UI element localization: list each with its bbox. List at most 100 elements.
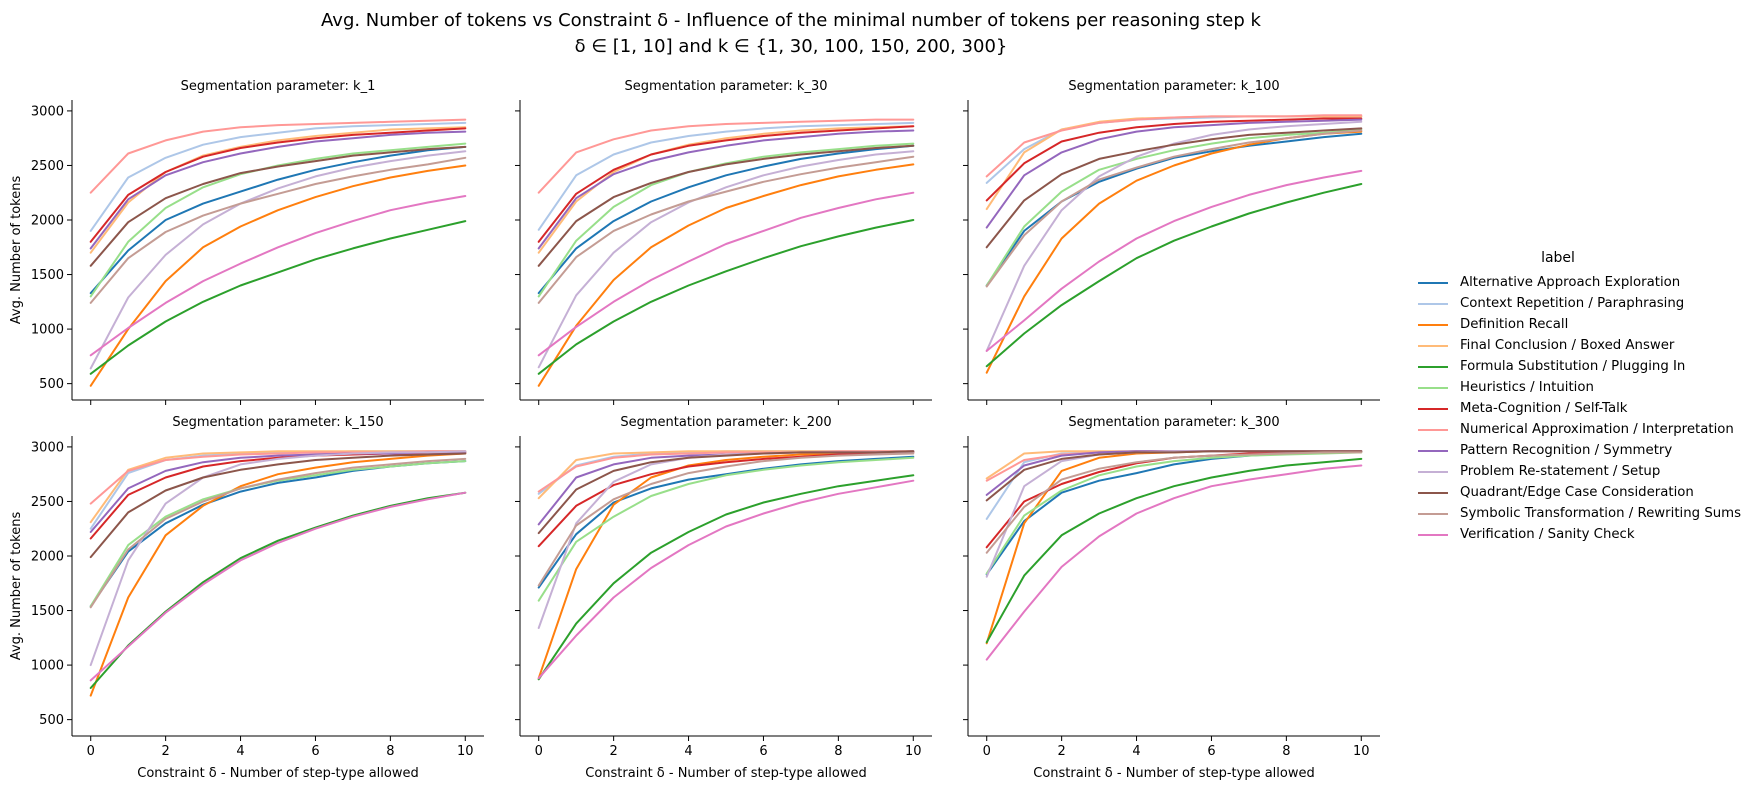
legend-item: Final Conclusion / Boxed Answer: [1418, 335, 1758, 356]
legend-label: Problem Re-statement / Setup: [1460, 464, 1661, 479]
y-tick-label: 3000: [31, 440, 64, 455]
x-tick-label: 4: [684, 744, 692, 759]
series-line: [537, 155, 915, 304]
legend-label: Verification / Sanity Check: [1460, 527, 1635, 542]
series-line: [985, 128, 1363, 287]
legend-swatch: [1418, 533, 1448, 536]
series-line: [985, 120, 1363, 352]
series-line: [537, 450, 915, 535]
y-axis-label: Avg. Number of tokens: [9, 176, 24, 325]
series-line: [985, 450, 1363, 502]
y-tick-label: 2500: [31, 159, 64, 174]
panel-title: Segmentation parameter: k_150: [172, 415, 383, 430]
y-tick-label: 500: [39, 713, 64, 728]
series-line: [89, 195, 467, 357]
series-line: [985, 464, 1363, 661]
x-axis-label: Constraint δ - Number of step-type allow…: [585, 766, 866, 781]
series-line: [89, 145, 467, 267]
legend-item: Symbolic Transformation / Rewriting Sums: [1418, 503, 1758, 524]
panel-title: Segmentation parameter: k_300: [1068, 415, 1279, 430]
series-line: [537, 456, 915, 602]
legend-swatch: [1418, 491, 1448, 494]
y-tick-label: 2500: [31, 495, 64, 510]
series-line: [537, 474, 915, 681]
legend-label: Numerical Approximation / Interpretation: [1460, 422, 1734, 437]
series-line: [537, 451, 915, 629]
x-tick-label: 10: [1353, 744, 1370, 759]
legend-swatch: [1418, 344, 1448, 347]
series-line: [537, 191, 915, 357]
series-line: [89, 156, 467, 304]
series-line: [537, 129, 915, 250]
series-line: [985, 451, 1363, 554]
series-line: [985, 450, 1363, 482]
legend-item: Formula Substitution / Plugging In: [1418, 356, 1758, 377]
x-tick-label: 0: [87, 744, 95, 759]
legend-label: Pattern Recognition / Symmetry: [1460, 443, 1673, 458]
legend-item: Pattern Recognition / Symmetry: [1418, 440, 1758, 461]
series-line: [985, 450, 1363, 549]
legend-item: Definition Recall: [1418, 314, 1758, 335]
panel-1: Segmentation parameter: k_1 500 1000 1500 20…: [9, 79, 484, 405]
legend-label: Final Conclusion / Boxed Answer: [1460, 338, 1675, 353]
series-line: [537, 455, 915, 589]
chart-title-line1: Avg. Number of tokens vs Constraint δ - …: [321, 10, 1261, 31]
legend-label: Heuristics / Intuition: [1460, 380, 1594, 395]
series-line: [985, 169, 1363, 352]
legend-item: Context Repetition / Paraphrasing: [1418, 293, 1758, 314]
x-tick-label: 4: [1132, 744, 1140, 759]
legend: label Alternative Approach Exploration Co…: [1418, 250, 1758, 545]
legend-swatch: [1418, 512, 1448, 515]
legend-label: Formula Substitution / Plugging In: [1460, 359, 1686, 374]
series-line: [985, 129, 1363, 288]
y-tick-label: 2000: [31, 550, 64, 565]
series-line: [89, 220, 467, 375]
series-line: [985, 118, 1363, 229]
x-tick-label: 0: [983, 744, 991, 759]
series-line: [537, 450, 915, 493]
y-tick-label: 1500: [31, 604, 64, 619]
series-line: [537, 142, 915, 298]
x-tick-label: 8: [834, 744, 842, 759]
series-line: [89, 491, 467, 682]
series-line: [89, 121, 467, 232]
x-tick-label: 2: [609, 744, 617, 759]
legend-swatch: [1418, 407, 1448, 410]
y-tick-label: 500: [39, 377, 64, 392]
legend-item: Problem Re-statement / Setup: [1418, 461, 1758, 482]
series-line: [537, 144, 915, 295]
x-tick-label: 2: [1057, 744, 1065, 759]
x-tick-label: 4: [236, 744, 244, 759]
legend-swatch: [1418, 386, 1448, 389]
legend-label: Context Repetition / Paraphrasing: [1460, 296, 1685, 311]
series-line: [537, 144, 915, 267]
series-line: [537, 163, 915, 387]
x-tick-label: 8: [386, 744, 394, 759]
legend-label: Quadrant/Edge Case Consideration: [1460, 485, 1694, 500]
series-line: [537, 219, 915, 375]
panel-5: Segmentation parameter: k_200 0 2 4 6 8 10 Cons…: [515, 415, 932, 781]
series-line: [537, 479, 915, 680]
series-line: [537, 451, 915, 548]
series-line: [537, 125, 915, 243]
y-tick-label: 1000: [31, 659, 64, 674]
legend-item: Meta-Cognition / Self-Talk: [1418, 398, 1758, 419]
series-line: [89, 491, 467, 689]
series-line: [89, 130, 467, 250]
legend-swatch: [1418, 281, 1448, 284]
x-axis-label: Constraint δ - Number of step-type allow…: [1033, 766, 1314, 781]
panel-3: Segmentation parameter: k_100: [963, 79, 1380, 405]
legend-swatch: [1418, 449, 1448, 452]
legend-label: Definition Recall: [1460, 317, 1569, 332]
legend-swatch: [1418, 470, 1448, 473]
chart-title-line2: δ ∈ [1, 10] and k ∈ {1, 30, 100, 150, 20…: [575, 36, 1008, 57]
x-tick-label: 0: [535, 744, 543, 759]
series-line: [89, 150, 467, 370]
y-tick-label: 2000: [31, 214, 64, 229]
series-line: [89, 457, 467, 609]
series-line: [985, 450, 1363, 578]
series-line: [89, 127, 467, 243]
legend-swatch: [1418, 428, 1448, 431]
x-tick-label: 6: [759, 744, 767, 759]
